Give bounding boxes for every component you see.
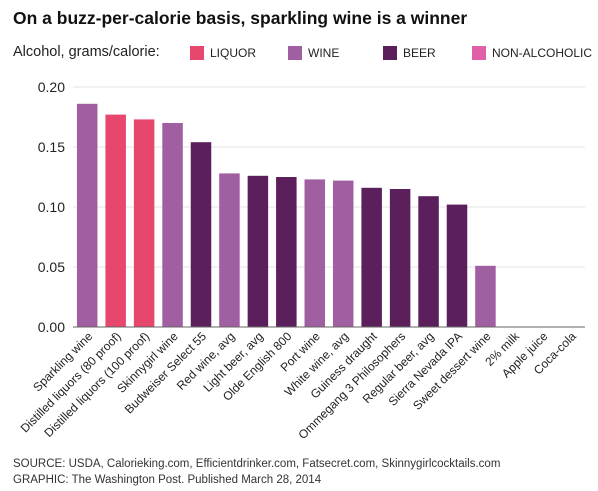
bar [76,103,98,327]
y-tick-label: 0.20 [38,79,65,95]
y-tick-label: 0.00 [38,319,65,335]
bar [304,179,326,327]
bar [105,114,126,327]
legend-item-beer: BEER [383,44,436,62]
bar [446,204,468,327]
bar [361,187,382,327]
legend: Alcohol, grams/calorie: LIQUOR WINE BEER… [13,44,593,62]
bar [247,175,269,327]
chart-title: On a buzz-per-calorie basis, sparkling w… [13,8,468,28]
legend-item-liquor: LIQUOR [190,44,256,62]
legend-swatch-wine [288,46,302,60]
legend-swatch-non-alcoholic [472,46,486,60]
bar [162,123,183,327]
legend-swatch-beer [383,46,397,60]
bar [219,173,240,327]
bar [475,265,496,327]
source-note: SOURCE: USDA, Calorieking.com, Efficient… [13,458,501,470]
legend-item-wine: WINE [288,44,339,62]
bar [190,142,212,327]
legend-label: Alcohol, grams/calorie: [13,44,160,60]
graphic-credit: GRAPHIC: The Washington Post. Published … [13,474,322,486]
bar [133,119,155,328]
legend-text-beer: BEER [403,46,436,60]
bar [332,180,354,327]
y-tick-label: 0.05 [38,259,65,275]
legend-text-wine: WINE [308,46,340,60]
bar [276,177,297,327]
legend-text-liquor: LIQUOR [210,46,257,60]
y-tick-label: 0.10 [38,199,65,215]
legend-item-non-alcoholic: NON-ALCOHOLIC [472,44,592,62]
bar [389,189,411,327]
legend-text-non-alcoholic: NON-ALCOHOLIC [492,46,593,60]
bar [418,196,439,327]
y-tick-label: 0.15 [38,139,65,155]
legend-swatch-liquor [190,46,204,60]
